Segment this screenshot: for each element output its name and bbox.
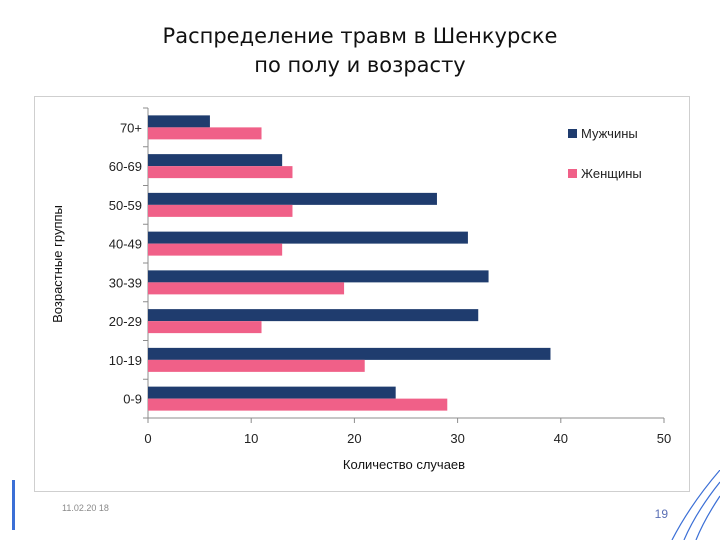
bar-men: [148, 347, 551, 360]
bar-women: [148, 127, 262, 140]
bar-men: [148, 386, 396, 399]
legend-swatch: [568, 169, 577, 178]
x-tick-label: 40: [554, 431, 568, 446]
bar-women: [148, 282, 345, 295]
bar-men: [148, 231, 468, 244]
bar-men: [148, 270, 489, 283]
y-tick-label: 20-29: [109, 314, 142, 329]
bar-men: [148, 154, 283, 167]
x-tick-label: 50: [657, 431, 671, 446]
title-line-1: Распределение травм в Шенкурске: [162, 24, 558, 48]
y-tick-label: 40-49: [109, 237, 142, 252]
bar-women: [148, 398, 448, 411]
bar-women: [148, 166, 293, 179]
corner-decoration: [671, 470, 720, 540]
bar-women: [148, 204, 293, 217]
y-axis-title: Возрастные группы: [50, 205, 65, 323]
title-line-2: по полу и возрасту: [254, 53, 466, 77]
page-number: 19: [654, 507, 668, 521]
y-tick-label: 0-9: [123, 392, 142, 407]
y-tick-label: 10-19: [109, 353, 142, 368]
bar-women: [148, 243, 283, 256]
slide-date: 11.02.20 18: [62, 503, 109, 513]
legend-label: Женщины: [581, 166, 642, 181]
legend-label: Мужчины: [581, 126, 638, 141]
y-tick-label: 70+: [120, 120, 142, 135]
x-axis-title: Количество случаев: [343, 457, 465, 472]
bar-men: [148, 192, 437, 205]
x-tick-label: 0: [144, 431, 151, 446]
bar-men: [148, 115, 210, 128]
y-tick-label: 30-39: [109, 275, 142, 290]
x-tick-label: 30: [450, 431, 464, 446]
chart-frame: [34, 96, 690, 492]
bar-women: [148, 359, 365, 372]
slide-title: Распределение травм в Шенкурске по полу …: [0, 22, 720, 80]
x-tick-label: 10: [244, 431, 258, 446]
legend-swatch: [568, 129, 577, 138]
bar-men: [148, 309, 479, 322]
y-tick-label: 50-59: [109, 198, 142, 213]
bar-women: [148, 321, 262, 334]
x-tick-label: 20: [347, 431, 361, 446]
y-tick-label: 60-69: [109, 159, 142, 174]
slide-accent-bar: [12, 480, 15, 530]
